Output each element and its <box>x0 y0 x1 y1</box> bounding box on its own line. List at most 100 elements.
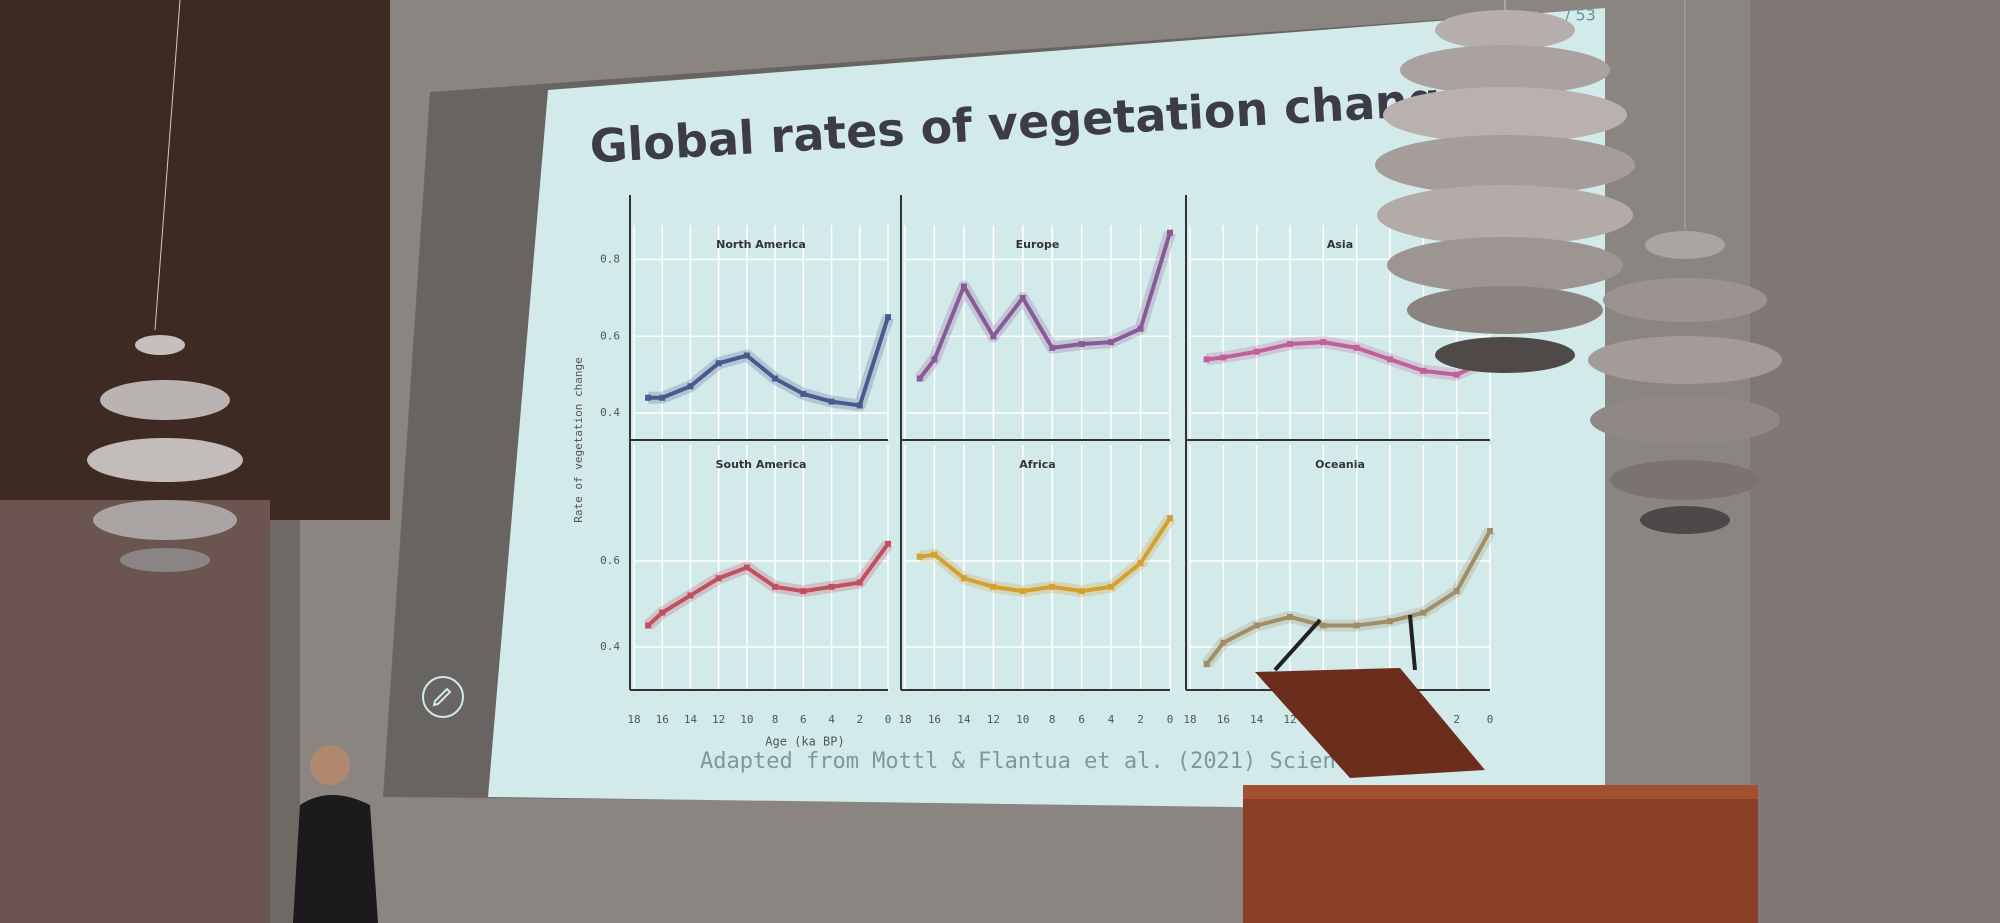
data-point <box>960 283 967 290</box>
data-point <box>1453 371 1460 378</box>
data-point <box>990 333 997 340</box>
data-point <box>715 360 722 367</box>
x-tick-label: 12 <box>1283 713 1296 726</box>
x-tick-label: 16 <box>1217 713 1230 726</box>
data-point <box>856 402 863 409</box>
data-point <box>1420 609 1427 616</box>
slide-caption: Adapted from Mottl & Flantua et al. (202… <box>700 749 1362 774</box>
data-point <box>659 394 666 401</box>
x-tick-label: 0 <box>1487 713 1494 726</box>
data-point <box>1049 344 1056 351</box>
data-point <box>1453 588 1460 595</box>
x-tick-label: 4 <box>1108 713 1115 726</box>
x-tick-label: 12 <box>712 713 725 726</box>
data-point <box>1049 583 1056 590</box>
data-point <box>659 609 666 616</box>
panel-title: Africa <box>1019 458 1055 471</box>
x-tick-label: 18 <box>627 713 640 726</box>
data-point <box>916 553 923 560</box>
data-point <box>1487 527 1493 534</box>
data-point <box>1137 560 1144 567</box>
data-point <box>916 375 923 382</box>
data-point <box>990 583 997 590</box>
data-point <box>1320 622 1327 629</box>
data-point <box>800 588 807 595</box>
data-point <box>800 390 807 397</box>
data-point <box>687 592 694 599</box>
x-tick-label: 2 <box>1137 713 1144 726</box>
trend-line <box>646 542 890 628</box>
data-point <box>1287 613 1293 620</box>
data-point <box>1108 339 1115 346</box>
data-point <box>1019 294 1026 301</box>
x-tick-label: 10 <box>740 713 753 726</box>
curtain <box>0 0 390 520</box>
data-point <box>960 575 967 582</box>
x-tick-label: 0 <box>885 713 892 726</box>
lamp-far-right <box>1588 0 1782 534</box>
data-point <box>1287 341 1293 348</box>
x-tick-label: 16 <box>928 713 941 726</box>
panel-title: South America <box>716 458 807 471</box>
panel-title: Europe <box>1016 238 1060 251</box>
right-wall <box>1750 0 2000 923</box>
pencil-icon <box>432 687 452 707</box>
x-tick-label: 14 <box>684 713 698 726</box>
x-tick-label: 12 <box>987 713 1000 726</box>
data-point <box>743 564 750 571</box>
data-point <box>1353 622 1360 629</box>
x-tick-label: 10 <box>1016 713 1029 726</box>
y-tick-label: 0.8 <box>600 253 620 266</box>
data-point <box>885 314 891 321</box>
slide <box>488 8 1605 812</box>
data-point <box>856 579 863 586</box>
data-point <box>1019 588 1026 595</box>
lamp-left <box>87 0 243 572</box>
lamp-right <box>1375 0 1635 373</box>
data-point <box>1203 661 1210 668</box>
x-tick-label: 6 <box>1078 713 1085 726</box>
trend-line <box>919 516 1172 594</box>
x-tick-label: 16 <box>656 713 669 726</box>
data-point <box>645 394 652 401</box>
data-point <box>1387 618 1393 625</box>
data-point <box>1203 356 1210 363</box>
data-point <box>1353 344 1360 351</box>
trend-line <box>648 316 890 408</box>
x-tick-label: 14 <box>1250 713 1264 726</box>
podium <box>1243 614 1758 923</box>
trend-line <box>1205 529 1492 666</box>
y-tick-label: 0.6 <box>600 554 620 567</box>
data-point <box>1253 348 1260 355</box>
x-tick-label: 4 <box>828 713 835 726</box>
edit-button[interactable] <box>422 676 464 718</box>
y-axis-label: Rate of vegetation change <box>572 357 585 523</box>
x-tick-label: 8 <box>772 713 779 726</box>
x-tick-label: 18 <box>898 713 911 726</box>
data-point <box>1078 588 1085 595</box>
page-number: / 53 <box>1565 6 1596 25</box>
data-point <box>931 356 938 363</box>
data-point <box>1167 229 1173 236</box>
trend-line <box>1206 340 1491 377</box>
chart-grid: 0.8 0.6 0.4 North America Rate of vegetation… <box>572 195 1496 749</box>
x-tick-label: 2 <box>1453 713 1460 726</box>
x-tick-label: 6 <box>800 713 807 726</box>
y-tick-label: 0.4 <box>600 640 620 653</box>
y-tick-label: 0.6 <box>600 329 620 342</box>
data-point <box>715 575 722 582</box>
data-point <box>772 375 779 382</box>
data-point <box>1137 325 1144 332</box>
panel-title: Oceania <box>1315 458 1365 471</box>
x-tick-label: 18 <box>1183 713 1196 726</box>
data-point <box>1167 515 1173 522</box>
data-point <box>772 583 779 590</box>
trend-line <box>918 232 1172 380</box>
data-point <box>885 540 891 547</box>
x-axis-label: Age (ka BP) <box>765 735 844 749</box>
x-tick-label: 0 <box>1167 713 1174 726</box>
data-point <box>1420 367 1427 374</box>
data-point <box>1320 339 1327 346</box>
